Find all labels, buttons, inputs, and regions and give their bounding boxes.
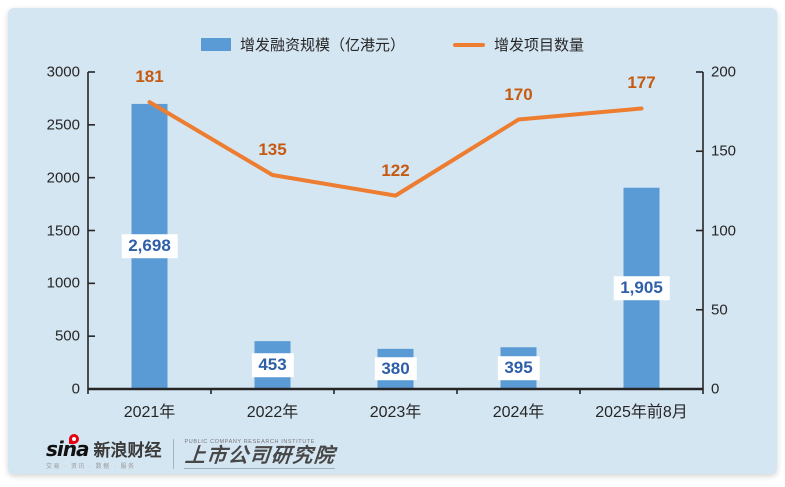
right-axis-tick-label: 200 — [711, 63, 737, 81]
left-axis-tick-label: 1500 — [46, 222, 80, 239]
bar-value-label: 1,905 — [613, 276, 670, 301]
x-axis-category-label: 2023年 — [369, 404, 422, 421]
bar-value-label: 2,698 — [121, 234, 178, 259]
left-axis-tick-label: 2000 — [46, 169, 80, 187]
footer-divider — [172, 439, 174, 469]
line-series-swatch-icon — [453, 42, 485, 47]
sina-eye-icon — [69, 433, 79, 444]
chart-panel: 增发融资规模（亿港元） 增发项目数量 0 500 1000 1500 2000 2500 3… — [8, 8, 777, 474]
line-point-label: 122 — [381, 160, 410, 180]
sina-brand-text: sina — [46, 436, 89, 461]
bar-series-swatch-icon — [200, 38, 231, 51]
bar-series-legend-label: 增发融资规模（亿港元） — [239, 37, 405, 54]
legend-item-line-series: 增发项目数量 — [453, 34, 584, 55]
line-point-label: 135 — [258, 140, 287, 160]
right-axis-tick-label: 100 — [711, 222, 737, 239]
x-axis-category-label: 2024年 — [492, 404, 545, 421]
institute-chinese-name: 上市公司研究院 — [183, 445, 337, 469]
right-axis-tick-label: 0 — [711, 380, 720, 398]
line-series-legend-label: 增发项目数量 — [494, 37, 585, 54]
left-axis-tick-label: 2500 — [46, 116, 80, 134]
line-point-label: 181 — [135, 67, 164, 87]
line-point-label: 170 — [504, 84, 533, 104]
right-axis-tick-label: 150 — [711, 142, 737, 160]
right-axis-tick-label: 50 — [711, 301, 728, 319]
sina-logo-row: sina 新浪财经 — [46, 433, 162, 461]
left-axis-tick-label: 0 — [71, 380, 80, 398]
sina-wordmark: sina — [46, 433, 89, 461]
sina-finance-name: 新浪财经 — [93, 440, 162, 460]
line-point-label: 177 — [627, 73, 656, 93]
bar-value-label: 453 — [251, 353, 294, 377]
research-institute-logo: PUBLIC COMPANY RESEARCH INSTITUTE 上市公司研究… — [183, 439, 337, 469]
footer-logos: sina 新浪财经 交易 · 资讯 · 数据 · 服务 PUBLIC COMPA… — [46, 433, 337, 474]
line-series — [147, 100, 644, 198]
x-axis-category-label: 2025年前8月 — [595, 404, 688, 421]
legend-item-bar-series: 增发融资规模（亿港元） — [200, 34, 405, 55]
bar-value-label: 395 — [497, 356, 540, 380]
x-axis-category-label: 2022年 — [246, 404, 299, 421]
plot-area: 0 500 1000 1500 2000 2500 3000 0 50 100 150 200 2021… — [8, 8, 777, 474]
institute-english-name: PUBLIC COMPANY RESEARCH INSTITUTE — [184, 439, 316, 445]
legend: 增发融资规模（亿港元） 增发项目数量 — [8, 34, 777, 55]
left-axis-tick-label: 500 — [54, 327, 80, 345]
x-axis-category-label: 2021年 — [123, 404, 176, 421]
bar-value-label: 380 — [374, 357, 417, 381]
sina-finance-logo: sina 新浪财经 交易 · 资讯 · 数据 · 服务 — [46, 433, 162, 470]
left-axis-tick-label: 1000 — [46, 274, 80, 292]
sina-tagline: 交易 · 资讯 · 数据 · 服务 — [46, 463, 136, 470]
left-axis-tick-label: 3000 — [46, 63, 80, 81]
